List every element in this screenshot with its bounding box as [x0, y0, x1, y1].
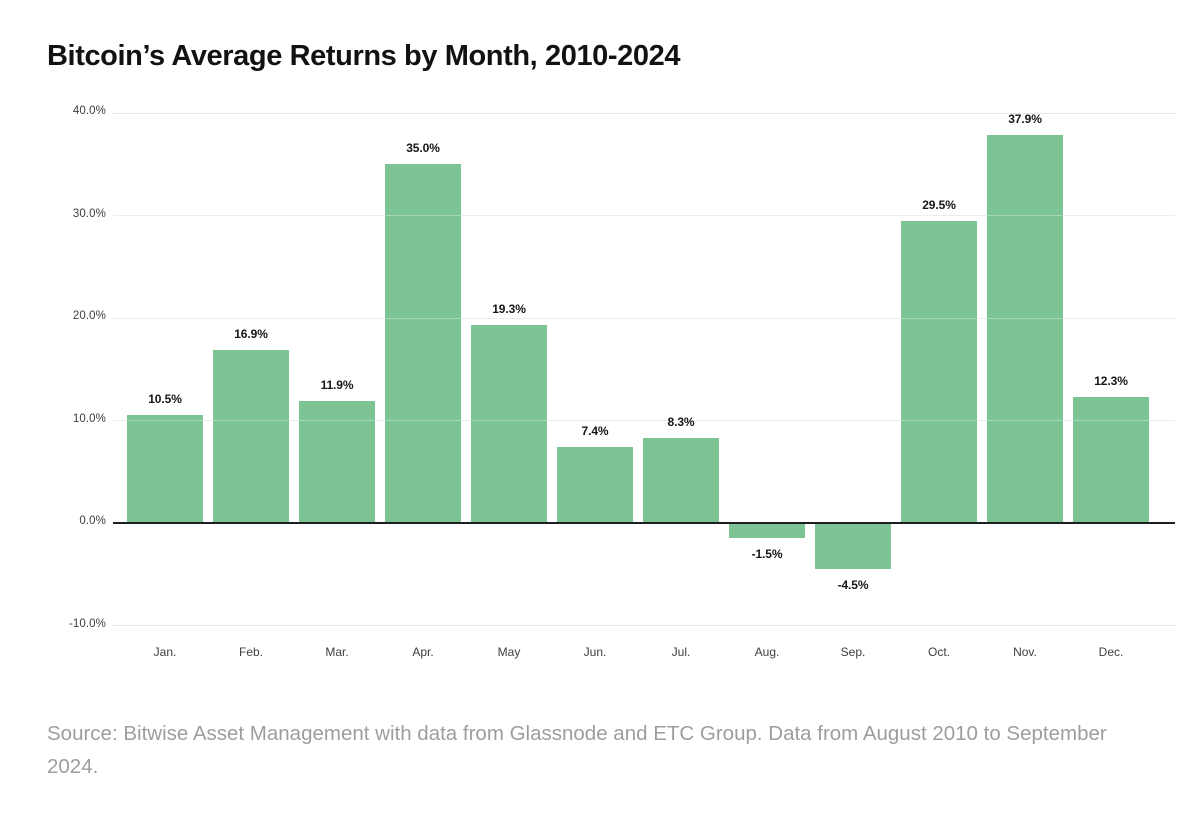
gridline-overlay — [113, 215, 1175, 216]
chart-title: Bitcoin’s Average Returns by Month, 2010… — [47, 40, 681, 72]
bar-value-label: 37.9% — [1008, 111, 1042, 126]
x-axis-month-label: Aug. — [754, 645, 780, 659]
bar — [299, 401, 375, 523]
bar-value-label: -1.5% — [751, 547, 783, 562]
bar-value-label: 19.3% — [492, 302, 526, 317]
zero-axis-line — [113, 522, 1175, 524]
x-axis-month-label: Jul. — [671, 645, 691, 659]
x-axis-month-label: Nov. — [1013, 645, 1037, 659]
bar — [815, 523, 891, 570]
bar — [557, 447, 633, 523]
bar-value-label: 11.9% — [320, 378, 354, 393]
x-axis-month-label: Mar. — [325, 645, 349, 659]
bar-value-label: 12.3% — [1094, 373, 1128, 388]
bar — [987, 134, 1063, 523]
x-axis-month-label: Feb. — [238, 645, 263, 659]
bar — [127, 415, 203, 523]
x-axis-month-label: May — [497, 645, 521, 659]
gridline-overlay — [113, 317, 1175, 319]
y-axis-tick-label: 0.0% — [79, 515, 106, 527]
bar — [213, 349, 289, 523]
x-axis-month-label: Apr. — [412, 645, 434, 659]
bar-value-label: 29.5% — [922, 197, 956, 212]
gridline — [113, 112, 1175, 114]
bar-value-label: 35.0% — [406, 141, 440, 156]
x-axis-month-label: Jan. — [153, 645, 177, 659]
y-axis-tick-label: 10.0% — [72, 412, 106, 425]
gridline-overlay — [113, 420, 1175, 421]
x-axis-month-label: Jun. — [583, 645, 607, 659]
bar-value-label: -4.5% — [837, 578, 869, 593]
bar — [643, 437, 719, 523]
x-axis-month-label: Sep. — [840, 645, 866, 659]
y-axis-tick-label: -10.0% — [68, 617, 106, 630]
bar-value-label: 16.9% — [234, 326, 268, 341]
bar — [729, 523, 805, 539]
y-axis-tick-label: 30.0% — [72, 207, 106, 220]
x-axis-month-label: Oct. — [927, 645, 950, 659]
bar — [471, 325, 547, 523]
bar — [385, 164, 461, 523]
gridline — [113, 420, 1175, 421]
y-axis-tick-label: 20.0% — [72, 310, 106, 322]
bar-value-label: 10.5% — [148, 392, 182, 407]
gridline — [113, 317, 1175, 319]
source-note: Source: Bitwise Asset Management with da… — [47, 722, 1107, 778]
bar-value-label: 8.3% — [667, 414, 695, 429]
bar — [1073, 396, 1149, 523]
x-axis-month-label: Dec. — [1098, 645, 1124, 659]
gridline — [113, 625, 1175, 626]
bar-value-label: 7.4% — [581, 424, 609, 439]
gridline — [113, 215, 1175, 216]
bar — [901, 220, 977, 523]
y-axis-tick-label: 40.0% — [72, 105, 106, 117]
